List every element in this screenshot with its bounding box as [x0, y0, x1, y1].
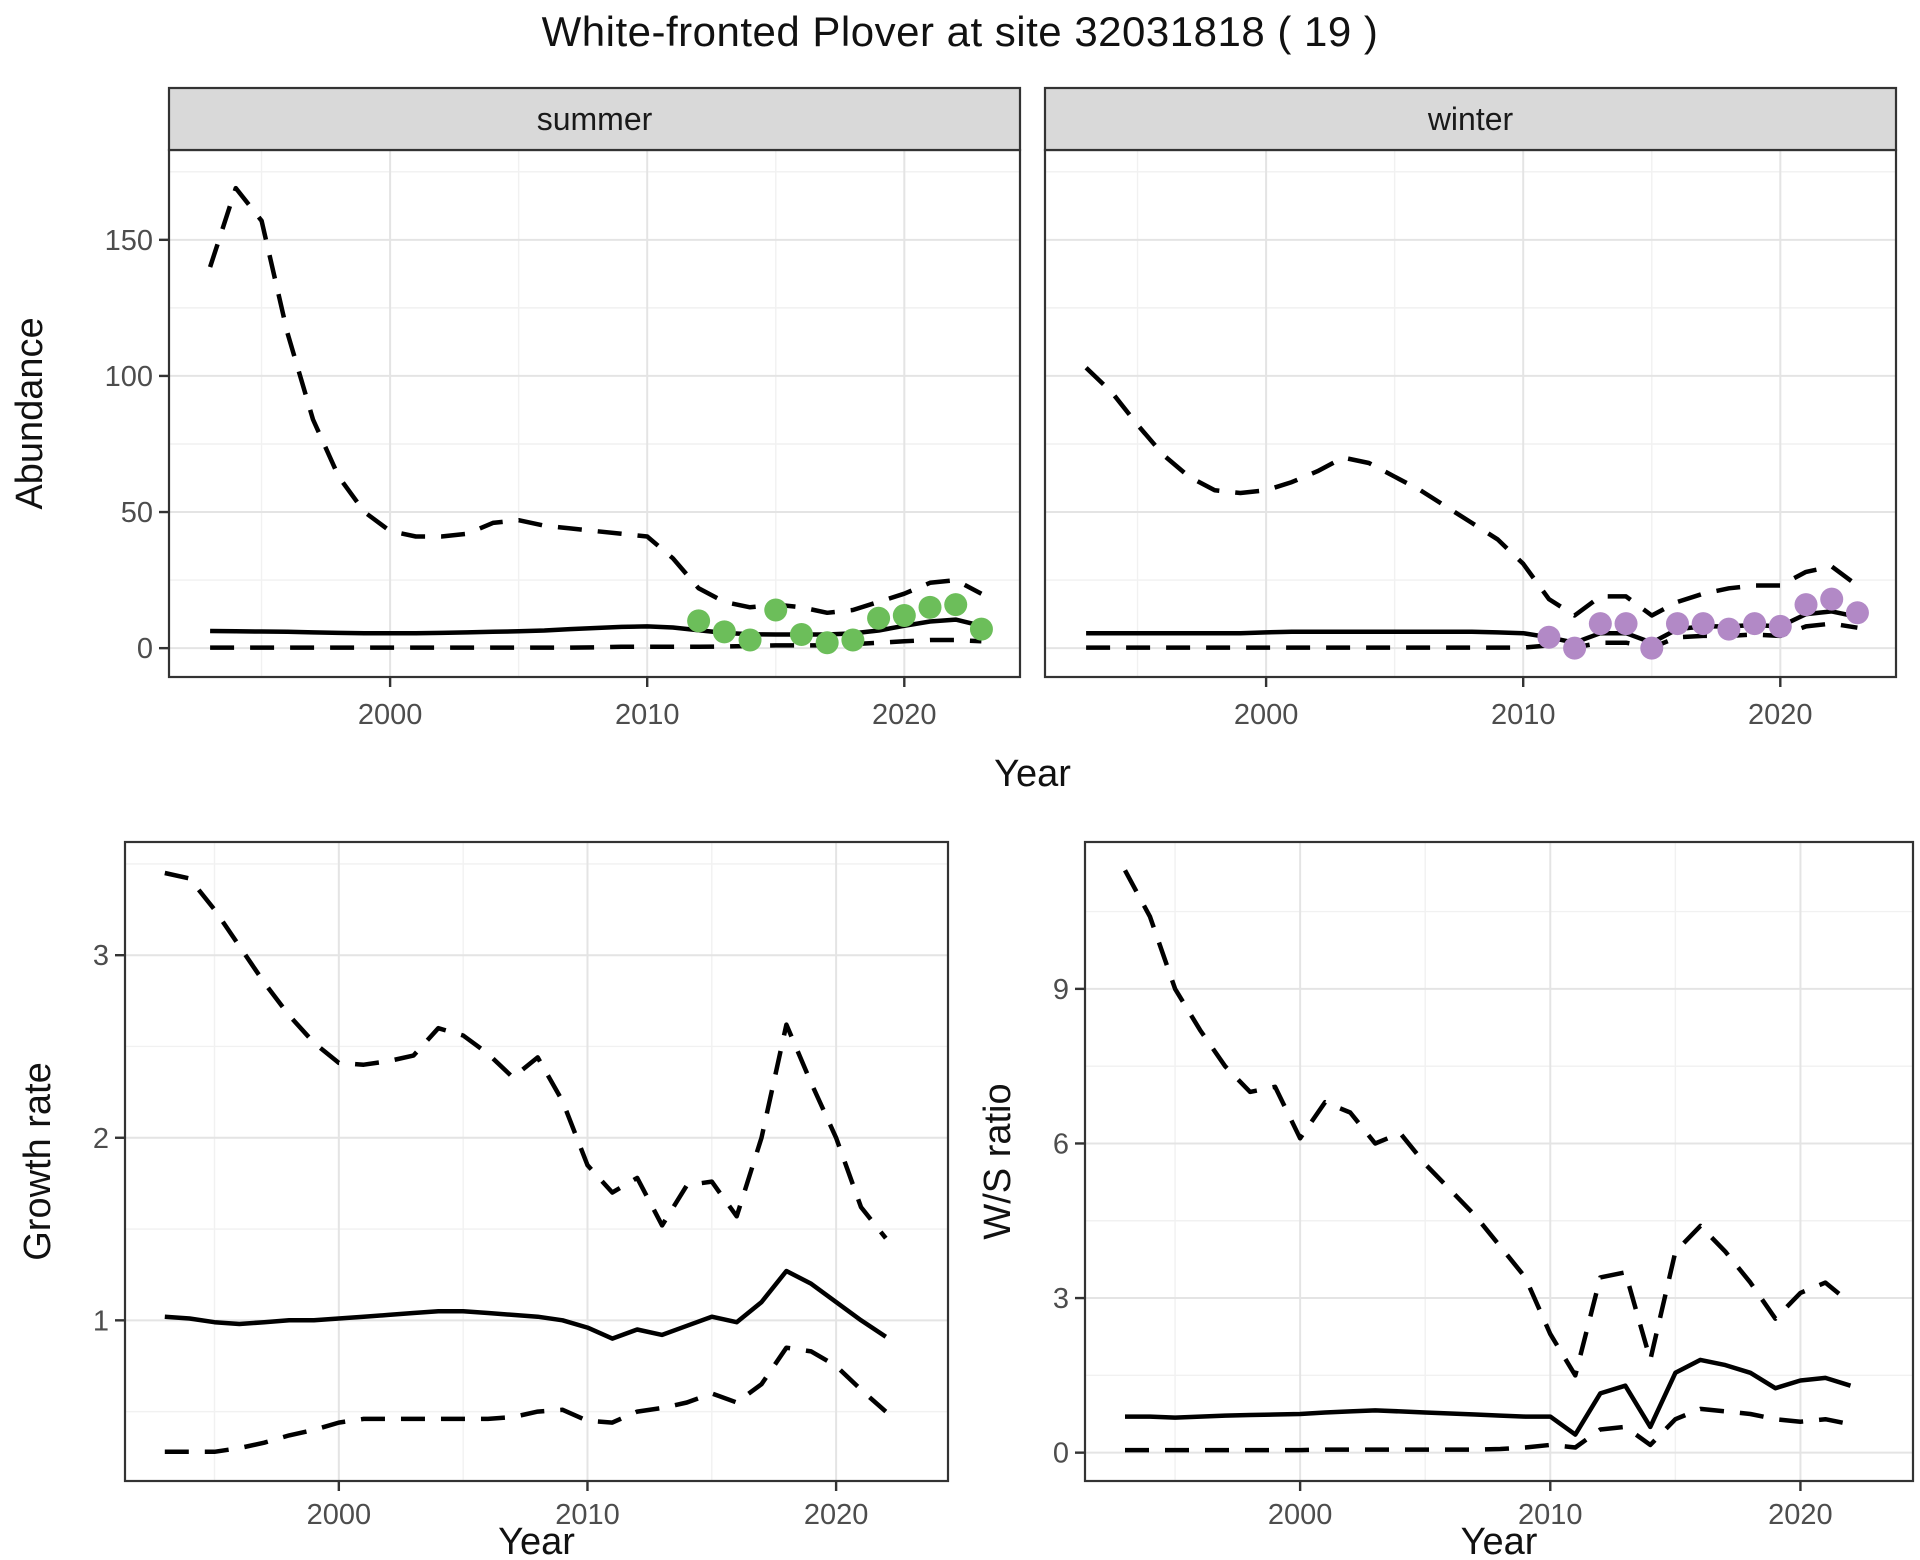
growth-rate-y-axis-title: Growth rate — [17, 1062, 59, 1261]
growth-rate-lower_95ci-line — [164, 1345, 888, 1455]
data-point — [1717, 617, 1741, 641]
panel-abundance-summer: 2000 2010 2020 0 50 100 150 summer — [105, 86, 1022, 731]
data-point — [841, 628, 865, 652]
x-tick-label: 2010 — [1491, 699, 1556, 731]
x-tick-label: 2010 — [1518, 1499, 1583, 1531]
data-point — [1794, 593, 1818, 617]
data-point — [815, 631, 839, 655]
facet-strip-label: summer — [537, 101, 653, 137]
data-point — [1640, 636, 1664, 660]
data-point — [1743, 612, 1767, 636]
data-point — [1588, 612, 1612, 636]
data-point — [969, 617, 993, 641]
data-point — [712, 620, 736, 644]
data-point — [1614, 612, 1638, 636]
panel-border — [1083, 840, 1915, 1483]
ws-ratio-median-line — [1125, 1357, 1852, 1437]
abundance-summer-upper_95ci-line — [207, 185, 983, 616]
y-tick-label: 9 — [1053, 974, 1069, 1006]
data-point — [892, 603, 916, 627]
y-tick-label: 150 — [105, 225, 153, 257]
facet-strip-summer — [167, 86, 1022, 152]
gridlines-growth-rate — [125, 842, 948, 1481]
x-tick-label: 2010 — [555, 1499, 620, 1531]
figure-title: White-fronted Plover at site 32031818 ( … — [541, 8, 1379, 55]
data-point — [867, 606, 891, 630]
data-point — [944, 593, 968, 617]
data-point — [1691, 612, 1715, 636]
data-point — [789, 623, 813, 647]
data-point — [1537, 625, 1561, 649]
observed_counts_winter — [1537, 587, 1869, 660]
y-tick-label: 1 — [93, 1305, 109, 1337]
growth-rate-x-axis-title: Year — [498, 1521, 575, 1560]
abundance-winter-median-line — [1086, 609, 1858, 645]
data-point — [918, 595, 942, 619]
data-point — [687, 609, 711, 633]
y-tick-label: 0 — [1053, 1438, 1069, 1470]
x-tick-label: 2020 — [872, 699, 937, 731]
growth-rate-median-line — [164, 1268, 888, 1341]
y-tick-label: 100 — [105, 361, 153, 393]
x-tick-label: 2000 — [1268, 1499, 1333, 1531]
x-tick-label: 2000 — [307, 1499, 372, 1531]
panel-border — [1043, 148, 1898, 679]
gridlines-ws-ratio — [1085, 842, 1913, 1481]
abundance-summer-lower_95ci-line — [210, 637, 982, 650]
y-tick-label: 50 — [121, 497, 153, 529]
x-tick-label: 2020 — [1748, 699, 1813, 731]
abundance-summer-median-line — [210, 617, 982, 637]
data-point — [738, 628, 762, 652]
x-tick-label: 2000 — [1234, 699, 1299, 731]
x-tick-label: 2020 — [1768, 1499, 1833, 1531]
ws-ratio-lower_95ci-line — [1125, 1406, 1851, 1453]
x-tick-label: 2000 — [358, 699, 423, 731]
panel-growth-rate: 2000 2010 2020 1 2 3 — [93, 840, 950, 1531]
growth-rate-upper_95ci-line — [164, 870, 888, 1240]
y-tick-label: 6 — [1053, 1128, 1069, 1160]
facet-strip-label: winter — [1427, 101, 1514, 137]
data-point — [1845, 601, 1869, 625]
data-point — [1768, 614, 1792, 638]
data-point — [1820, 587, 1844, 611]
ws-ratio-y-axis-title: W/S ratio — [977, 1083, 1019, 1239]
panel-ws-ratio: 2000 2010 2020 0 3 6 9 — [1053, 840, 1915, 1531]
data-point — [1563, 636, 1587, 660]
data-point — [764, 598, 788, 622]
data-point — [1665, 612, 1689, 636]
y-tick-label: 3 — [1053, 1283, 1069, 1315]
observed_counts_summer — [687, 593, 993, 655]
top-x-axis-title: Year — [994, 753, 1071, 795]
panel-abundance-winter: 2000 2010 2020 winter — [1043, 86, 1898, 731]
y-tick-label: 3 — [93, 940, 109, 972]
abundance-y-axis-title: Abundance — [9, 317, 51, 509]
gridlines-abundance-winter — [1045, 150, 1896, 677]
y-tick-label: 0 — [137, 633, 153, 665]
y-tick-label: 2 — [93, 1123, 109, 1155]
ws-ratio-x-axis-title: Year — [1461, 1521, 1538, 1560]
x-tick-label: 2010 — [615, 699, 680, 731]
facet-strip-winter — [1043, 86, 1898, 152]
x-tick-label: 2020 — [804, 1499, 869, 1531]
abundance-winter-upper_95ci-line — [1084, 366, 1859, 618]
ws-ratio-upper_95ci-line — [1123, 869, 1852, 1378]
panel-border — [123, 840, 950, 1483]
